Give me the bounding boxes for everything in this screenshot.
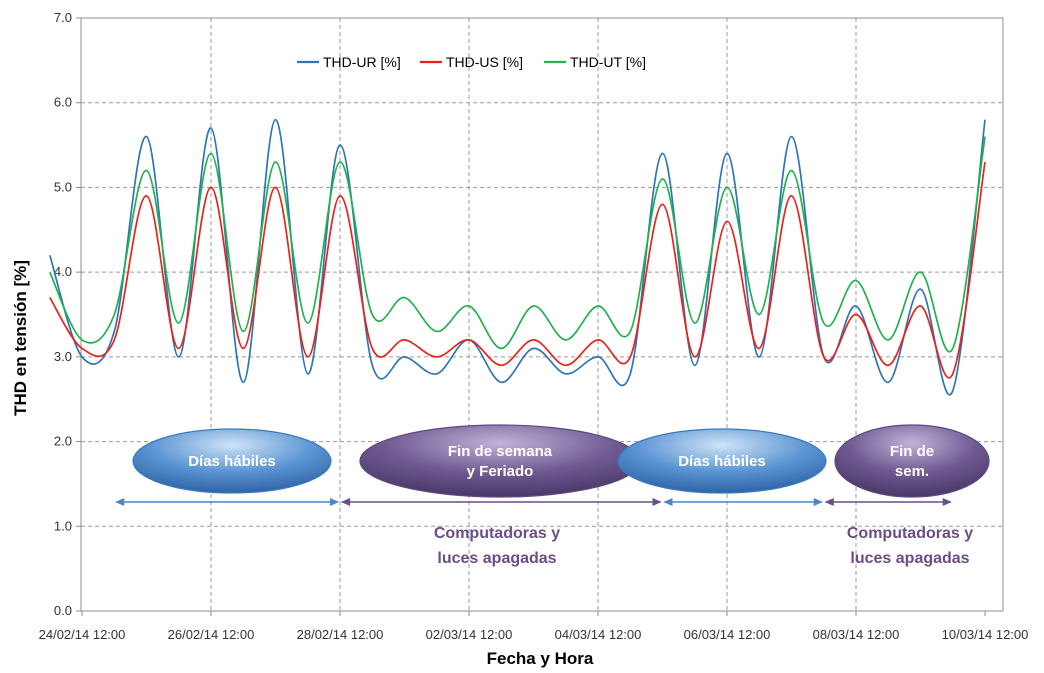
x-tick-label: 06/03/14 12:00 xyxy=(684,627,771,642)
plot-area xyxy=(80,17,1004,612)
period-arrowhead-right xyxy=(942,498,952,506)
period-arrowhead-left xyxy=(341,498,350,506)
x-tick-label: 28/02/14 12:00 xyxy=(297,627,384,642)
period-label: sem. xyxy=(895,463,929,480)
period-label: Fin de xyxy=(890,443,934,460)
x-tick-label: 04/03/14 12:00 xyxy=(555,627,642,642)
x-tick-label: 08/03/14 12:00 xyxy=(813,627,900,642)
y-tick-label: 3.0 xyxy=(54,349,72,364)
series-line-3 xyxy=(49,136,986,353)
y-tick-label: 2.0 xyxy=(54,434,72,449)
y-tick-label: 4.0 xyxy=(54,264,72,279)
legend: THD-UR [%] THD-US [%] THD-UT [%] xyxy=(297,54,646,70)
x-axis-ticks: 24/02/14 12:00 26/02/14 12:00 28/02/14 12:… xyxy=(39,611,1029,642)
period-arrowhead-left xyxy=(115,498,125,506)
x-tick-label: 10/03/14 12:00 xyxy=(942,627,1029,642)
y-tick-label: 6.0 xyxy=(54,95,72,110)
series-line-2 xyxy=(49,161,986,379)
x-tick-label: 02/03/14 12:00 xyxy=(426,627,513,642)
period-arrowhead-right xyxy=(813,498,823,506)
x-axis-title: Fecha y Hora xyxy=(487,649,594,668)
y-tick-label: 1.0 xyxy=(54,518,72,533)
y-axis-title: THD en tensión [%] xyxy=(11,260,30,416)
legend-label: THD-UR [%] xyxy=(323,54,401,70)
period-pill xyxy=(617,428,827,494)
note-label: luces apagadas xyxy=(850,550,969,567)
legend-label: THD-UT [%] xyxy=(570,54,646,70)
series-lines xyxy=(48,118,986,396)
period-arrowhead-left xyxy=(663,498,673,506)
period-arrowhead-right xyxy=(330,498,339,506)
x-tick-label: 24/02/14 12:00 xyxy=(39,627,126,642)
period-arrowhead-left xyxy=(824,498,834,506)
plot-border xyxy=(80,17,1004,612)
period-label: Días hábiles xyxy=(678,453,766,470)
note-label: Computadoras y xyxy=(434,525,560,542)
period-annotations: Días hábiles Fin de semana y Feriado Días h… xyxy=(115,424,990,567)
note-label: luces apagadas xyxy=(437,550,556,567)
period-label: Días hábiles xyxy=(188,453,276,470)
y-tick-label: 7.0 xyxy=(54,10,72,25)
x-tick-label: 26/02/14 12:00 xyxy=(168,627,255,642)
y-tick-label: 0.0 xyxy=(54,603,72,618)
period-pill xyxy=(834,424,990,498)
period-pill xyxy=(132,428,332,494)
y-axis-ticks: 0.0 1.0 2.0 3.0 4.0 5.0 6.0 7.0 xyxy=(54,10,81,618)
period-arrowhead-right xyxy=(652,498,662,506)
period-pill xyxy=(359,424,641,498)
legend-label: THD-US [%] xyxy=(446,54,523,70)
note-label: Computadoras y xyxy=(847,525,973,542)
period-label: Fin de semana xyxy=(448,443,553,460)
period-label: y Feriado xyxy=(467,463,534,480)
y-tick-label: 5.0 xyxy=(54,179,72,194)
